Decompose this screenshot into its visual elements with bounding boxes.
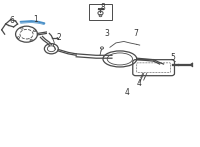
Text: 5: 5 [170, 53, 175, 62]
Text: 6: 6 [9, 16, 14, 25]
Text: 7: 7 [133, 29, 138, 38]
Text: 1: 1 [33, 15, 38, 24]
Text: 4: 4 [124, 88, 129, 97]
Text: 3: 3 [105, 29, 109, 38]
Text: 4: 4 [136, 79, 141, 88]
Text: 2: 2 [57, 33, 62, 42]
Text: 8: 8 [101, 3, 105, 12]
